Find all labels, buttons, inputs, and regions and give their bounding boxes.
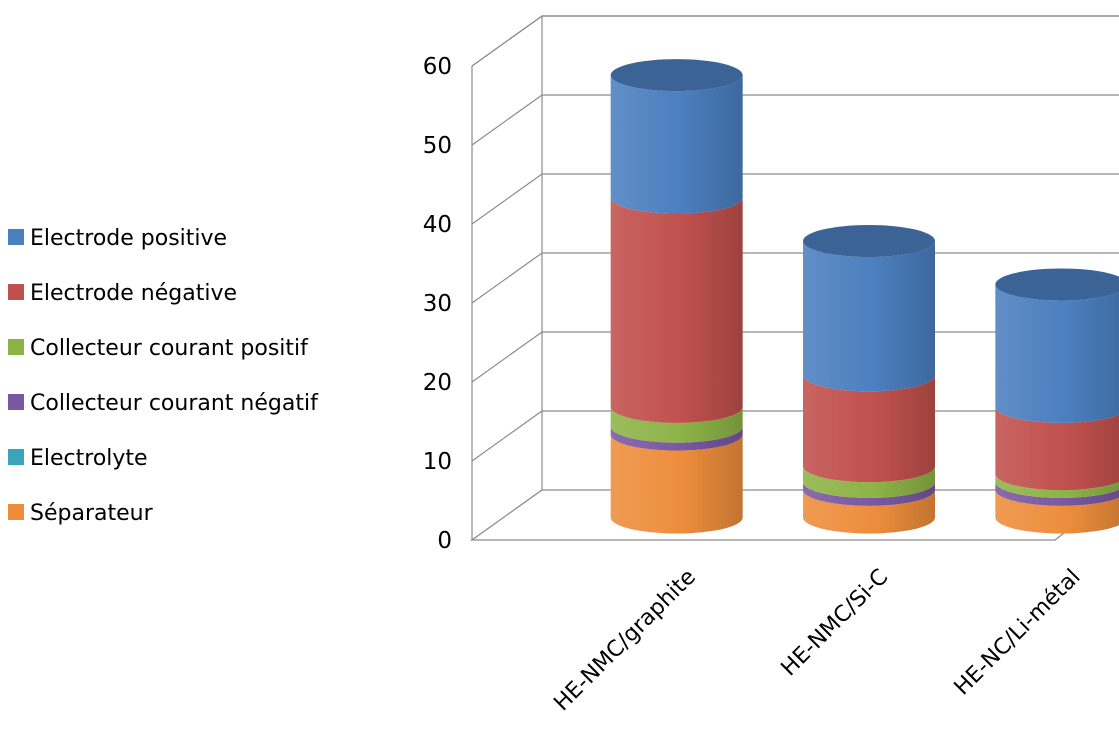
bar-segment xyxy=(803,375,935,483)
y-tick-label: 60 xyxy=(423,54,452,80)
bar-segment xyxy=(610,426,743,451)
bar-stack xyxy=(803,225,935,534)
legend-label: Séparateur xyxy=(30,501,154,526)
legend-label: Electrode négative xyxy=(30,281,237,306)
legend-swatch xyxy=(8,449,24,465)
bar-top-cap xyxy=(803,225,935,257)
y-tick-label: 30 xyxy=(423,291,452,317)
legend-label: Electrode positive xyxy=(30,226,227,251)
bar-segment xyxy=(995,284,1119,423)
bar-segment xyxy=(803,466,935,498)
legend-label: Electrolyte xyxy=(30,446,148,471)
bar-segment xyxy=(610,406,743,443)
bar-segment xyxy=(995,406,1119,490)
bar-top-cap xyxy=(610,59,743,92)
bar-stack xyxy=(995,268,1119,534)
gridline xyxy=(471,15,1119,67)
bar-segment xyxy=(803,481,935,506)
bars xyxy=(610,59,1119,534)
bar-segment xyxy=(995,489,1119,534)
bar-segment xyxy=(610,197,743,423)
bar-segment xyxy=(995,474,1119,498)
bar-top-cap xyxy=(995,268,1119,301)
legend-swatch xyxy=(8,229,24,245)
legend-label: Collecteur courant négatif xyxy=(30,391,319,416)
gridline xyxy=(471,173,1119,225)
x-tick-label: HE-NMC/Si-C xyxy=(777,565,894,682)
y-tick-label: 40 xyxy=(423,212,452,238)
legend-item: Collecteur courant positif xyxy=(8,336,309,361)
legend-label: Collecteur courant positif xyxy=(30,336,309,361)
y-axis-ticks: 0 10 20 30 40 50 60 xyxy=(423,54,452,554)
legend-swatch xyxy=(8,394,24,410)
bar-segment xyxy=(610,75,743,214)
legend-item: Collecteur courant négatif xyxy=(8,391,319,416)
legend-swatch xyxy=(8,504,24,520)
bar-segment xyxy=(803,241,935,392)
bar-stack xyxy=(610,59,743,534)
x-axis-ticks: HE-NMC/graphite HE-NMC/Si-C HE-NC/Li-métal xyxy=(549,565,1085,717)
x-tick-label: HE-NMC/graphite xyxy=(549,565,701,717)
y-tick-label: 20 xyxy=(423,370,452,396)
bar-segment xyxy=(803,489,935,534)
x-tick-label: HE-NC/Li-métal xyxy=(950,565,1086,701)
y-tick-label: 50 xyxy=(423,133,452,159)
bar-segment xyxy=(995,481,1119,506)
legend-swatch xyxy=(8,339,24,355)
legend-swatch xyxy=(8,284,24,300)
y-tick-label: 0 xyxy=(437,528,452,554)
legend-item: Electrolyte xyxy=(8,446,148,471)
bar-segment xyxy=(610,434,743,534)
legend: Electrode positive Electrode négative Coll… xyxy=(8,226,319,526)
y-tick-label: 10 xyxy=(423,449,452,475)
legend-item: Electrode positive xyxy=(8,226,227,251)
legend-item: Electrode négative xyxy=(8,281,237,306)
legend-item: Séparateur xyxy=(8,501,154,526)
gridline xyxy=(471,94,1119,146)
